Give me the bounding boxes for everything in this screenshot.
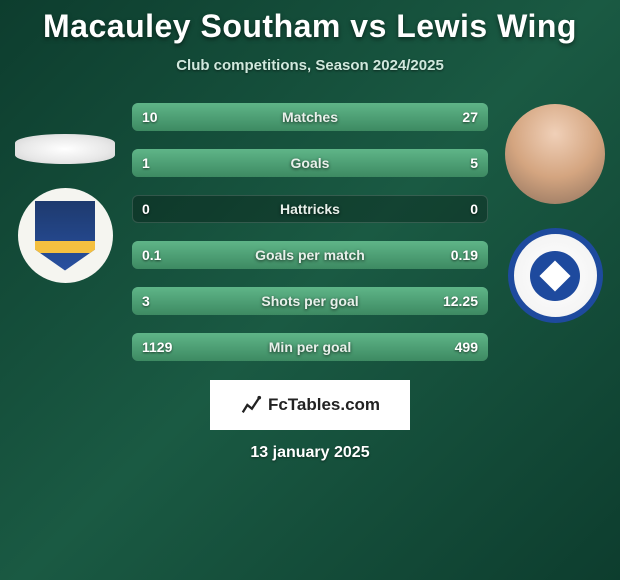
club-badge-left <box>18 188 113 283</box>
stat-value-right: 5 <box>470 155 478 171</box>
right-column <box>500 102 610 362</box>
stat-value-right: 0 <box>470 201 478 217</box>
stat-value-right: 0.19 <box>451 247 478 263</box>
branding-banner[interactable]: FcTables.com <box>210 380 410 430</box>
stat-label: Goals <box>291 155 330 171</box>
stat-value-left: 1129 <box>142 339 172 355</box>
page-title: Macauley Southam vs Lewis Wing <box>0 0 620 45</box>
stat-value-left: 1 <box>142 155 150 171</box>
badge-inner-icon <box>530 251 580 301</box>
stat-value-left: 0 <box>142 201 150 217</box>
player-avatar-left <box>15 134 115 164</box>
subtitle: Club competitions, Season 2024/2025 <box>0 57 620 74</box>
branding-text: FcTables.com <box>268 395 380 415</box>
left-column <box>10 102 120 362</box>
stat-fill-right <box>228 103 488 131</box>
stats-container: 10 27 Matches 1 5 Goals 0 0 Hattricks 0.1 0.19 Goal… <box>120 102 500 362</box>
stat-value-left: 0.1 <box>142 247 161 263</box>
stat-label: Shots per goal <box>261 293 358 309</box>
date-label: 13 january 2025 <box>0 444 620 462</box>
stat-row: 0 0 Hattricks <box>132 194 488 224</box>
stat-row: 1129 499 Min per goal <box>132 332 488 362</box>
club-badge-right <box>508 228 603 323</box>
shield-icon <box>35 201 95 271</box>
stat-value-right: 499 <box>455 339 478 355</box>
player-avatar-right <box>505 104 605 204</box>
stat-label: Goals per match <box>255 247 365 263</box>
stat-value-left: 10 <box>142 109 158 125</box>
stat-value-left: 3 <box>142 293 150 309</box>
chart-icon <box>240 394 262 416</box>
stat-fill-right <box>193 149 488 177</box>
stat-row: 1 5 Goals <box>132 148 488 178</box>
comparison-content: 10 27 Matches 1 5 Goals 0 0 Hattricks 0.1 0.19 Goal… <box>0 102 620 362</box>
stat-row: 10 27 Matches <box>132 102 488 132</box>
stat-value-right: 27 <box>462 109 478 125</box>
stat-value-right: 12.25 <box>443 293 478 309</box>
stat-label: Matches <box>282 109 338 125</box>
stat-label: Min per goal <box>269 339 351 355</box>
stat-row: 3 12.25 Shots per goal <box>132 286 488 316</box>
stat-row: 0.1 0.19 Goals per match <box>132 240 488 270</box>
stat-label: Hattricks <box>280 201 340 217</box>
